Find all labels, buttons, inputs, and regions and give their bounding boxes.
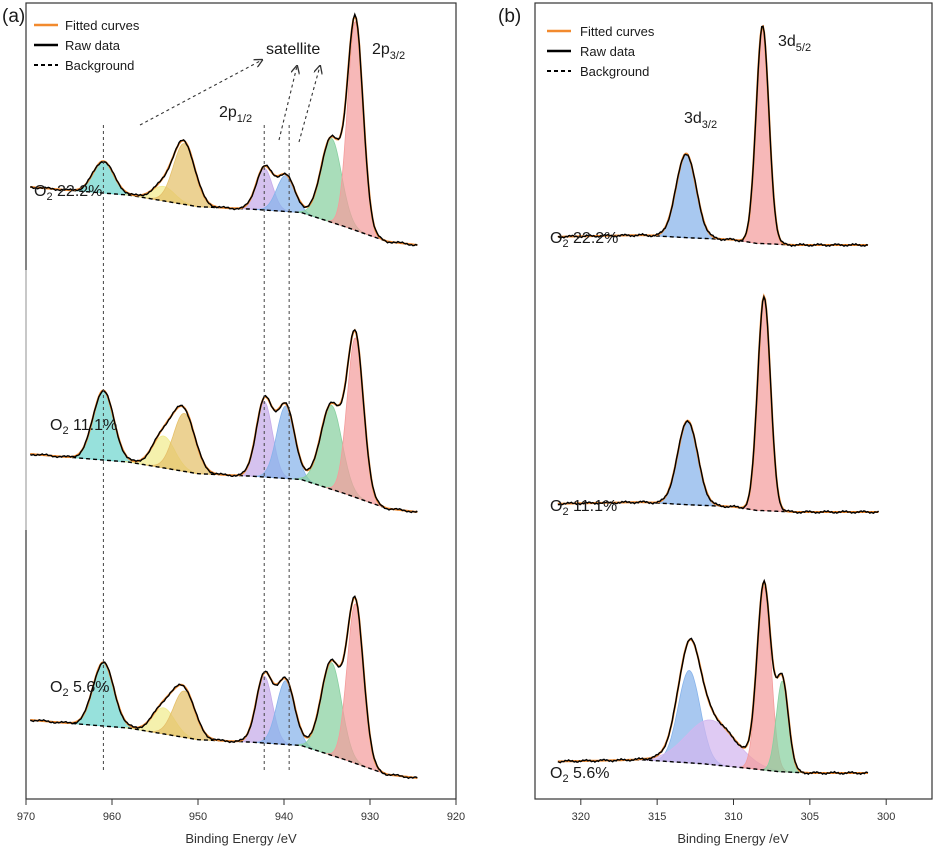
fitted-curve: [557, 24, 868, 246]
x-tick-label: 970: [17, 811, 35, 823]
x-tick-label: 950: [189, 811, 207, 823]
x-tick-label: 300: [877, 811, 895, 823]
panel-label-b: (b): [498, 6, 521, 27]
trace-a-1: [30, 12, 418, 247]
peak-label-3d52-main: 3d: [778, 33, 796, 50]
raw-data-curve: [30, 328, 418, 514]
legend-a: Fitted curves Raw data Background: [34, 18, 140, 73]
sample-label-a-1: O2 22.2%: [34, 183, 102, 203]
legend-label-raw-a: Raw data: [65, 38, 121, 53]
peak-label-2p32: 2p3/2: [372, 41, 405, 62]
sample-value-a-3: 5.6%: [69, 679, 110, 696]
satellite-arrow-2: [278, 66, 297, 141]
sample-label-a-3: O2 5.6%: [50, 679, 110, 699]
raw-data-curve: [30, 595, 418, 780]
panel-b: (b) Fitted curves Raw data Background 3d…: [498, 2, 933, 846]
satellite-arrow-1: [139, 60, 262, 126]
trace-b-3: [557, 578, 869, 776]
raw-data-curve: [557, 25, 869, 248]
panel-a: (a) Fitted curves Raw data Background sa…: [2, 2, 465, 846]
sample-value-a-1: 22.2%: [53, 183, 103, 200]
peak-label-2p12-main: 2p: [219, 104, 237, 121]
peak-label-3d32: 3d3/2: [684, 110, 717, 131]
trace-a-2: [30, 328, 418, 514]
sample-sub-a-1: 2: [46, 191, 52, 203]
x-axis-title-a: Binding Energy /eV: [185, 831, 297, 846]
plot-frame-b: [534, 2, 933, 800]
peak-fill-red-2: [741, 295, 787, 513]
satellite-arrow-3: [298, 66, 320, 143]
peak-label-3d32-main: 3d: [684, 110, 702, 127]
x-axis-title-b: Binding Energy /eV: [677, 831, 789, 846]
x-tick-label: 930: [361, 811, 379, 823]
fitted-curve: [557, 293, 879, 513]
panel-label-a: (a): [2, 6, 25, 27]
trace-b-2: [557, 293, 880, 515]
legend-label-raw-b: Raw data: [580, 44, 636, 59]
peak-fill-red-1: [739, 24, 786, 245]
legend-label-bg-a: Background: [65, 58, 134, 73]
peak-label-2p32-main: 2p: [372, 41, 390, 58]
sample-sub-a-3: 2: [62, 687, 68, 699]
raw-data-curve: [30, 12, 418, 247]
x-tick-label: 310: [724, 811, 742, 823]
traces-a: [30, 12, 418, 780]
sample-value-b-1: 22.2%: [569, 230, 619, 247]
sample-main-b-2: O: [550, 498, 562, 515]
x-tick-label: 960: [103, 811, 121, 823]
trace-a-3: [30, 595, 418, 780]
raw-data-curve: [557, 294, 880, 515]
background-line: [30, 453, 418, 513]
legend-label-fitted-b: Fitted curves: [580, 24, 655, 39]
background-line: [30, 719, 418, 779]
peak-fill-blue-2: [652, 420, 723, 507]
x-axis-b: 320 315 310 305 300: [572, 799, 895, 823]
sample-main-a-2: O: [50, 417, 62, 434]
sample-main-b-3: O: [550, 765, 562, 782]
legend-label-fitted-a: Fitted curves: [65, 18, 140, 33]
peak-label-2p12-sub: 1/2: [237, 113, 252, 125]
peak-fill-tan-1: [146, 143, 223, 209]
x-tick-label: 920: [447, 811, 465, 823]
sample-label-b-2: O2 11.1%: [550, 498, 617, 518]
traces-b: [557, 24, 880, 776]
raw-data-curve: [557, 578, 869, 776]
legend-b: Fitted curves Raw data Background: [547, 24, 655, 79]
x-tick-label: 305: [801, 811, 819, 823]
peak-label-3d52: 3d5/2: [778, 33, 811, 54]
peak-label-3d52-sub: 5/2: [796, 42, 811, 54]
peak-fill-blue-1: [651, 153, 722, 240]
annotation-arrows-a: [139, 60, 320, 143]
peak-label-3d32-sub: 3/2: [702, 119, 717, 131]
x-tick-label: 320: [572, 811, 590, 823]
sample-label-a-2: O2 11.1%: [50, 417, 117, 437]
peak-label-2p12: 2p1/2: [219, 104, 252, 125]
satellite-label: satellite: [266, 41, 320, 58]
x-axis-a: 970 960 950 940 930 920: [17, 799, 465, 823]
peak-label-2p32-sub: 3/2: [390, 50, 405, 62]
trace-b-1: [557, 24, 869, 248]
sample-value-b-3: 5.6%: [569, 765, 610, 782]
sample-sub-b-2: 2: [562, 506, 568, 518]
sample-value-a-2: 11.1%: [69, 417, 118, 434]
sample-sub-b-1: 2: [562, 238, 568, 250]
sample-main-a-1: O: [34, 183, 46, 200]
sample-label-b-1: O2 22.2%: [550, 230, 618, 250]
sample-value-b-2: 11.1%: [569, 498, 618, 515]
sample-label-b-3: O2 5.6%: [550, 765, 610, 785]
x-tick-label: 315: [648, 811, 666, 823]
x-tick-label: 940: [275, 811, 293, 823]
sample-main-b-1: O: [550, 230, 562, 247]
sample-sub-a-2: 2: [62, 425, 68, 437]
legend-label-bg-b: Background: [580, 64, 649, 79]
sample-main-a-3: O: [50, 679, 62, 696]
background-line: [30, 186, 418, 246]
sample-sub-b-3: 2: [562, 773, 568, 785]
